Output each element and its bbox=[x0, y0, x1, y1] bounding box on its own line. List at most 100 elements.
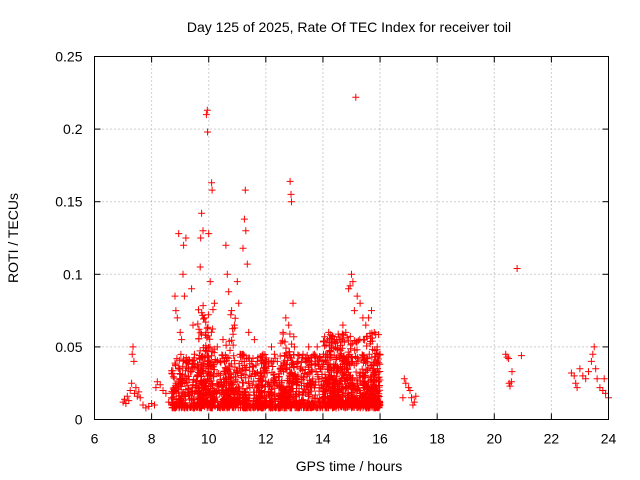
data-point bbox=[312, 403, 320, 411]
data-point bbox=[215, 380, 223, 388]
x-tick-label: 8 bbox=[148, 431, 156, 447]
data-point bbox=[168, 394, 176, 402]
data-point bbox=[324, 365, 331, 373]
data-point bbox=[321, 370, 329, 378]
data-point bbox=[353, 292, 361, 300]
data-point bbox=[177, 383, 185, 391]
data-point bbox=[346, 332, 354, 340]
data-point bbox=[327, 400, 335, 408]
data-point bbox=[350, 307, 358, 315]
axis-ticks: 6 8 10 12 14 16 18 20 22 24 0 0.05 0.1 0.15 0.2 0.25 bbox=[55, 49, 616, 447]
data-point bbox=[250, 363, 258, 371]
data-point bbox=[324, 360, 332, 368]
data-point bbox=[503, 353, 511, 361]
x-tick-label: 10 bbox=[201, 431, 217, 447]
data-point bbox=[356, 335, 364, 343]
data-point bbox=[185, 365, 193, 373]
data-point bbox=[139, 401, 147, 409]
data-point bbox=[245, 378, 253, 386]
data-point bbox=[290, 333, 298, 341]
data-point bbox=[222, 241, 230, 249]
data-point bbox=[188, 285, 196, 293]
data-point bbox=[347, 372, 354, 380]
data-point bbox=[262, 365, 270, 373]
data-point bbox=[399, 394, 407, 402]
x-tick-label: 16 bbox=[372, 431, 388, 447]
x-tick-label: 6 bbox=[91, 431, 99, 447]
data-point bbox=[268, 368, 276, 376]
data-point bbox=[278, 387, 286, 395]
data-point bbox=[342, 328, 350, 336]
data-point bbox=[259, 382, 266, 390]
data-point bbox=[222, 341, 230, 349]
data-point bbox=[202, 346, 209, 354]
data-point bbox=[358, 356, 366, 364]
data-point bbox=[123, 392, 131, 400]
data-point bbox=[372, 367, 380, 375]
data-point bbox=[333, 346, 341, 354]
data-point bbox=[193, 372, 201, 380]
data-point bbox=[246, 384, 254, 392]
data-point bbox=[331, 391, 339, 399]
data-point bbox=[269, 363, 277, 370]
data-point bbox=[353, 387, 361, 395]
data-point bbox=[229, 388, 237, 396]
data-point bbox=[342, 385, 350, 393]
data-point bbox=[270, 378, 278, 386]
data-point bbox=[182, 234, 190, 242]
data-point bbox=[358, 365, 366, 373]
data-point bbox=[288, 359, 296, 367]
data-point bbox=[254, 392, 262, 400]
data-point bbox=[218, 389, 226, 397]
data-point bbox=[246, 371, 254, 379]
data-point bbox=[332, 355, 340, 363]
data-point bbox=[216, 371, 224, 379]
data-point bbox=[172, 307, 180, 315]
data-point bbox=[349, 278, 357, 286]
data-point bbox=[287, 190, 295, 198]
data-point bbox=[373, 357, 381, 365]
data-point bbox=[225, 362, 233, 370]
data-point bbox=[311, 381, 319, 389]
data-point bbox=[347, 379, 355, 387]
data-point bbox=[290, 343, 298, 351]
data-point bbox=[198, 379, 205, 387]
data-point bbox=[196, 347, 204, 355]
data-point bbox=[290, 351, 298, 359]
data-point bbox=[342, 375, 350, 383]
data-point bbox=[202, 111, 210, 119]
data-point bbox=[330, 363, 338, 371]
data-point bbox=[579, 372, 587, 380]
data-point bbox=[228, 384, 236, 392]
data-point bbox=[237, 370, 245, 378]
data-point bbox=[173, 314, 181, 322]
data-points bbox=[119, 93, 612, 412]
data-point bbox=[159, 387, 167, 394]
data-point bbox=[358, 392, 366, 400]
data-point bbox=[219, 352, 227, 360]
data-point bbox=[334, 330, 342, 338]
data-point bbox=[270, 350, 278, 358]
data-point bbox=[313, 343, 321, 351]
data-point bbox=[240, 370, 248, 378]
data-point bbox=[406, 387, 414, 394]
data-point bbox=[339, 371, 347, 379]
data-point bbox=[352, 93, 360, 101]
data-point bbox=[259, 357, 267, 365]
data-point bbox=[343, 333, 351, 341]
data-point bbox=[356, 299, 364, 307]
data-point bbox=[344, 397, 352, 405]
data-point bbox=[135, 388, 143, 396]
data-point bbox=[259, 404, 267, 412]
data-point bbox=[180, 241, 188, 249]
data-point bbox=[210, 299, 218, 307]
data-point bbox=[133, 392, 141, 400]
data-point bbox=[408, 394, 415, 402]
data-point bbox=[226, 365, 234, 373]
data-point bbox=[348, 270, 355, 278]
data-point bbox=[203, 391, 210, 399]
data-point bbox=[259, 350, 267, 358]
data-point bbox=[373, 343, 381, 351]
data-point bbox=[354, 379, 362, 387]
data-point bbox=[190, 401, 198, 409]
